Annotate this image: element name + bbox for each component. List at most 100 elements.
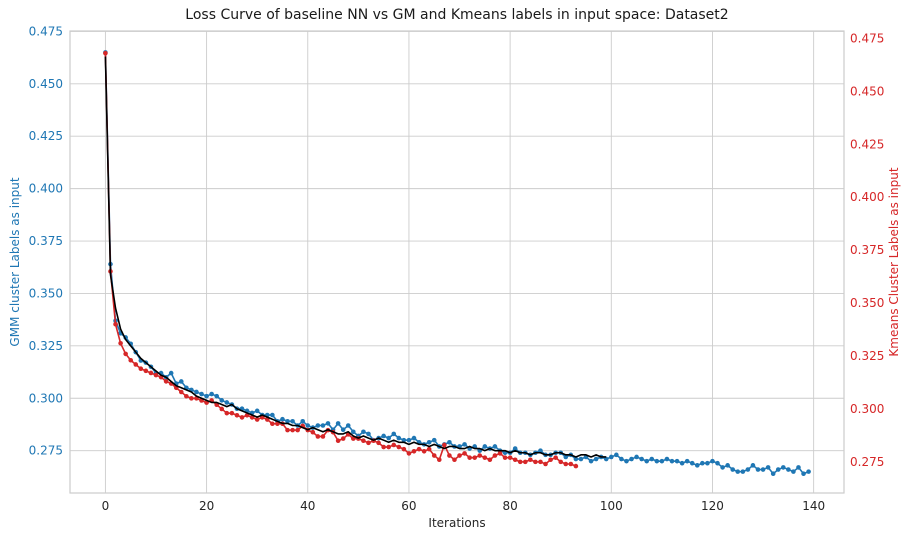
x-tick-label: 120 [701, 499, 724, 513]
gmm-series-point [684, 458, 690, 464]
gmm-series-point [765, 465, 771, 470]
kmeans-series [103, 50, 579, 469]
gmm-series-point [801, 471, 806, 477]
kmeans-series-point [118, 341, 123, 346]
x-axis-title: Iterations [428, 516, 485, 530]
right-y-tick-label: 0.425 [850, 137, 884, 151]
x-tick-label: 20 [199, 499, 214, 513]
kmeans-series-point [396, 444, 402, 450]
kmeans-series-point [310, 429, 316, 435]
gmm-series-point [254, 408, 260, 414]
gmm-series-point [431, 437, 437, 443]
gmm-series-point [791, 469, 796, 474]
kmeans-series-point [340, 436, 346, 441]
kmeans-series-point [442, 442, 447, 448]
x-tick-label: 60 [401, 499, 416, 513]
kmeans-series-point [452, 457, 457, 463]
gmm-series-point [649, 456, 655, 462]
kmeans-series-point [189, 396, 194, 401]
kmeans-series-point [113, 321, 118, 327]
gmm-series-point [300, 419, 306, 424]
left-y-tick-label: 0.325 [29, 339, 63, 353]
left-y-tick-label: 0.375 [29, 234, 63, 248]
kmeans-series-point [462, 451, 467, 456]
left-y-tick-label: 0.425 [29, 129, 63, 143]
kmeans-series-point [563, 461, 569, 467]
kmeans-series-point [467, 455, 472, 460]
x-tick-label: 0 [102, 499, 110, 513]
kmeans-series-point [553, 455, 558, 460]
gmm-series-point [290, 419, 295, 424]
kmeans-series-point [219, 406, 225, 412]
kmeans-series-point [386, 444, 392, 450]
right-y-tick-label: 0.475 [850, 31, 884, 45]
kmeans-series-point [178, 389, 184, 395]
gmm-series-point [178, 379, 184, 384]
kmeans-series-point [558, 459, 564, 465]
gmm-series-point [796, 465, 801, 470]
gmm-series-point [720, 465, 725, 470]
chart-title: Loss Curve of baseline NN vs GM and Kmea… [185, 7, 728, 23]
gmm-series-point [305, 423, 311, 428]
kmeans-series-point [285, 427, 290, 433]
kmeans-series-point [522, 459, 528, 465]
gmm-series-point [194, 389, 199, 395]
kmeans-series-point [426, 446, 432, 452]
kmeans-series-point [411, 448, 417, 454]
gmm-series-point [512, 446, 518, 451]
kmeans-series-point [224, 410, 230, 416]
x-tick-label: 80 [502, 499, 517, 513]
kmeans-series-point [123, 351, 128, 357]
kmeans-series-point [538, 459, 543, 465]
x-tick-labels: 0 20 40 60 80 100 120 140 [102, 499, 826, 513]
kmeans-series-point [148, 370, 154, 376]
kmeans-series-point [270, 421, 275, 427]
right-y-tick-label: 0.350 [850, 296, 884, 310]
gmm-series-point [715, 460, 720, 466]
kmeans-series-point [133, 362, 139, 367]
gmm-series-point [780, 465, 786, 470]
gmm-series-point [700, 460, 705, 466]
gmm-series-point [492, 444, 498, 449]
plot-frame [69, 30, 845, 494]
gmm-series-point [730, 467, 736, 472]
gmm-series-point [325, 421, 331, 426]
kmeans-series-point [350, 436, 356, 441]
gmm-series-point [285, 419, 290, 424]
kmeans-series-point [436, 457, 442, 463]
gmm-series-point [482, 444, 488, 449]
gmm-series-point [664, 456, 670, 462]
kmeans-series-line [104, 53, 577, 467]
gmm-series-point [168, 370, 174, 376]
gmm-series-point [345, 423, 351, 428]
gmm-series-point [199, 391, 204, 397]
right-y-tick-label: 0.300 [850, 402, 884, 416]
gmm-series-point [770, 471, 776, 477]
kmeans-series-point [502, 455, 508, 460]
kmeans-series-point [290, 427, 295, 433]
gmm-series-point [624, 458, 629, 464]
gmm-series-point [426, 439, 432, 445]
left-y-tick-label: 0.275 [29, 444, 63, 458]
kmeans-series-point [366, 440, 371, 446]
kmeans-series-point [128, 357, 134, 363]
kmeans-series-point [138, 366, 144, 372]
gmm-series-point [725, 463, 730, 468]
kmeans-series-point [103, 50, 108, 56]
kmeans-series-point [143, 368, 149, 374]
gmm-series-point [679, 460, 685, 466]
kmeans-series-point [497, 451, 503, 456]
gmm-series-point [204, 393, 209, 399]
gmm-series-point [755, 467, 761, 472]
gmm-series-point [406, 437, 412, 443]
gmm-series-point [381, 433, 386, 439]
gmm-series-point [588, 458, 594, 464]
kmeans-series-point [153, 372, 159, 378]
gmm-series-point [745, 467, 751, 472]
right-y-tick-label: 0.400 [850, 190, 884, 204]
gmm-series-point [710, 458, 715, 464]
left-y-tick-labels: 0.275 0.300 0.325 0.350 0.375 0.400 0.425 0.450… [29, 24, 63, 457]
gmm-series-point [214, 393, 220, 399]
gmm-series-point [396, 435, 402, 441]
